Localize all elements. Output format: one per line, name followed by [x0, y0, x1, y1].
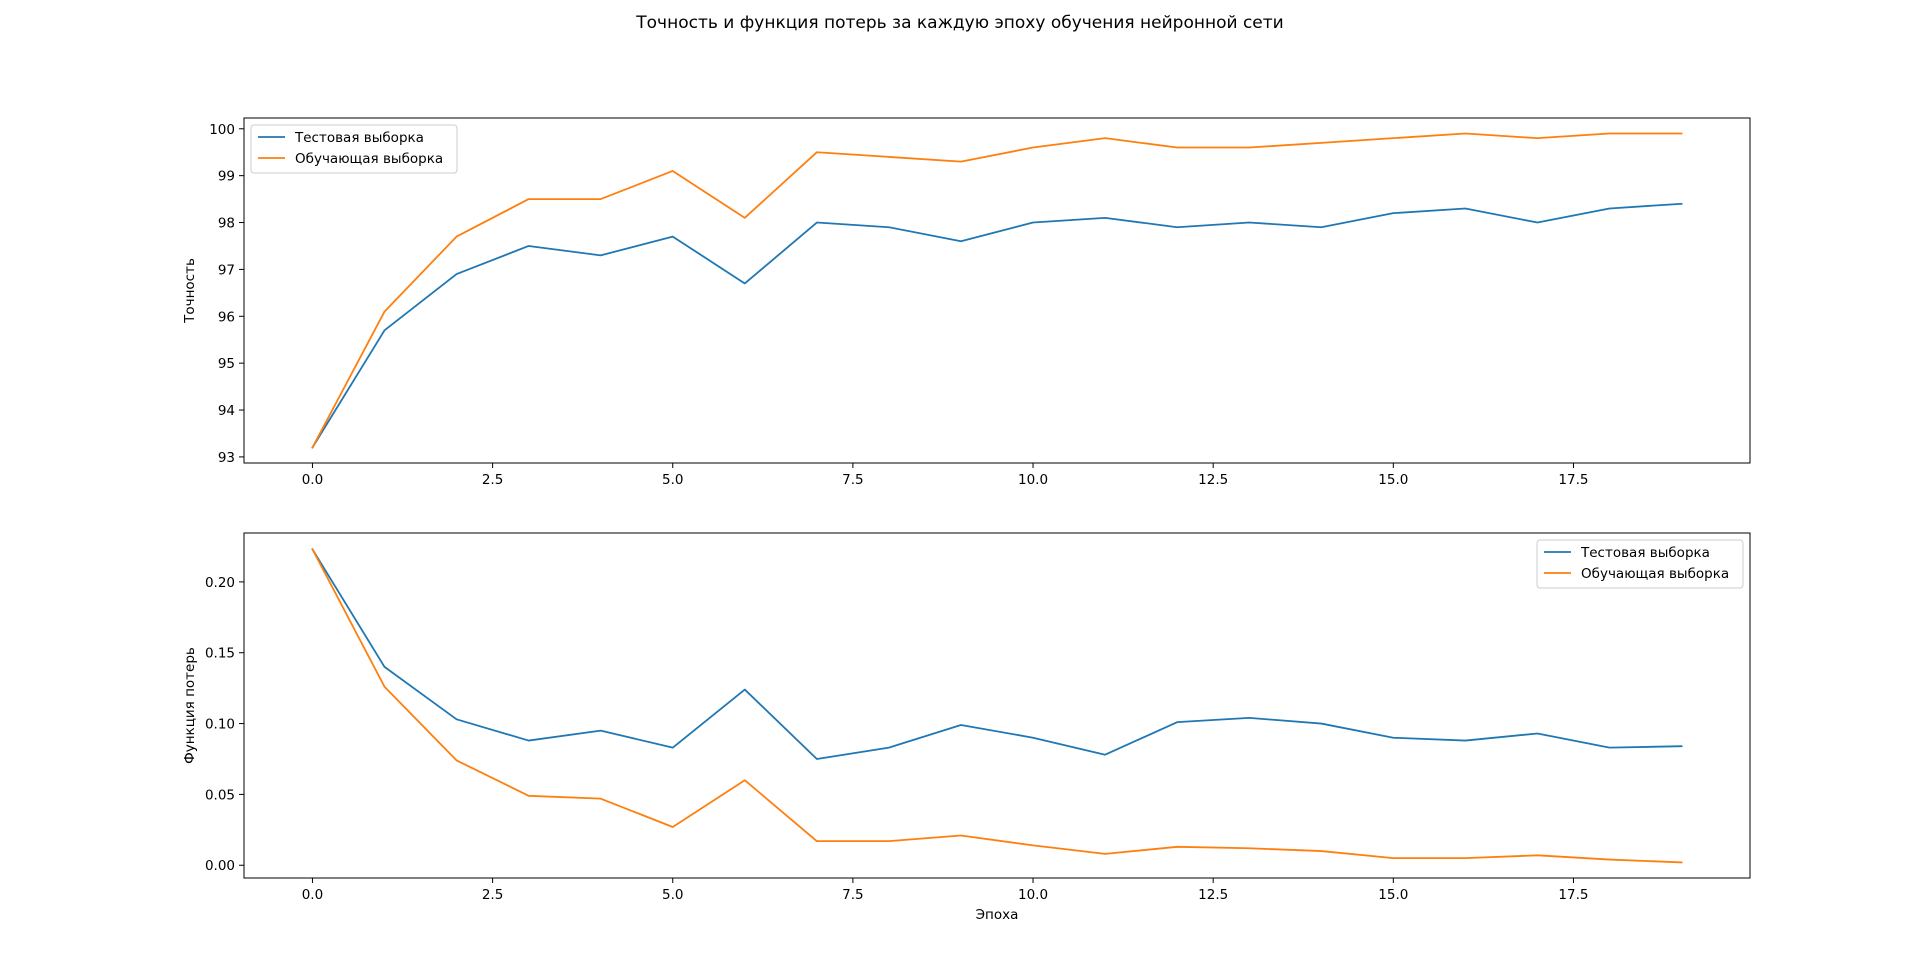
accuracy-axes-frame: [243, 117, 1751, 464]
loss-legend-entry-train: Обучающая выборка: [1581, 566, 1729, 582]
loss-x-tick-label: 0.0: [302, 887, 323, 903]
loss-chart: 0.0 2.5 5.0 7.5 10.0 12.5 15.0 17.5 0.00 0.05 0.10…: [182, 532, 1751, 923]
loss-x-tick-label: 10.0: [1018, 887, 1048, 903]
accuracy-y-tick-label: 100: [209, 122, 235, 138]
accuracy-series-line-train: [311, 132, 1683, 449]
loss-x-tick-label: 5.0: [662, 887, 683, 903]
accuracy-x-tick-label: 12.5: [1198, 472, 1228, 488]
loss-y-tick-label: 0.05: [205, 787, 235, 803]
accuracy-x-tick-label: 15.0: [1378, 472, 1408, 488]
accuracy-y-tick-label: 94: [218, 403, 235, 419]
loss-x-tick-label: 12.5: [1198, 887, 1228, 903]
loss-y-tick-label: 0.15: [205, 646, 235, 662]
loss-y-tick-label: 0.20: [205, 575, 235, 591]
accuracy-legend: Тестовая выборка Обучающая выборка: [250, 124, 458, 174]
accuracy-y-tick-label: 97: [218, 262, 235, 278]
loss-legend: Тестовая выборка Обучающая выборка: [1536, 539, 1744, 589]
accuracy-x-tick-label: 7.5: [842, 472, 863, 488]
accuracy-x-tick-label: 2.5: [482, 472, 503, 488]
loss-legend-frame: [1536, 539, 1744, 589]
accuracy-x-tick-label: 0.0: [302, 472, 323, 488]
loss-axes-frame: [243, 532, 1751, 879]
loss-x-tick-label: 15.0: [1378, 887, 1408, 903]
accuracy-legend-entry-test: Тестовая выборка: [294, 130, 424, 146]
accuracy-y-axis-label: Точность: [182, 258, 198, 324]
accuracy-legend-frame: [250, 124, 458, 174]
loss-x-tick-label: 17.5: [1558, 887, 1588, 903]
accuracy-chart: 0.0 2.5 5.0 7.5 10.0 12.5 15.0 17.5 93 94 95 96 97 98…: [182, 117, 1751, 488]
loss-x-axis-label: Эпоха: [976, 907, 1019, 923]
accuracy-y-tick-label: 98: [218, 216, 235, 232]
accuracy-y-tick-label: 99: [218, 169, 235, 185]
accuracy-x-tick-label: 17.5: [1558, 472, 1588, 488]
figure-title: Точность и функция потерь за каждую эпох…: [635, 13, 1283, 33]
loss-series-line-test: [311, 548, 1683, 760]
accuracy-legend-entry-train: Обучающая выборка: [295, 151, 443, 167]
accuracy-y-tick-label: 93: [218, 450, 235, 466]
accuracy-series-line-test: [311, 202, 1683, 449]
accuracy-x-tick-label: 10.0: [1018, 472, 1048, 488]
loss-series-line-train: [311, 548, 1683, 864]
accuracy-y-tick-label: 95: [218, 356, 235, 372]
loss-x-tick-label: 7.5: [842, 887, 863, 903]
accuracy-x-tick-label: 5.0: [662, 472, 683, 488]
loss-x-tick-label: 2.5: [482, 887, 503, 903]
loss-y-tick-label: 0.00: [205, 858, 235, 874]
loss-y-tick-label: 0.10: [205, 717, 235, 733]
loss-y-axis-label: Функция потерь: [182, 647, 198, 764]
accuracy-y-tick-label: 96: [218, 309, 235, 325]
loss-legend-entry-test: Тестовая выборка: [1580, 545, 1710, 561]
